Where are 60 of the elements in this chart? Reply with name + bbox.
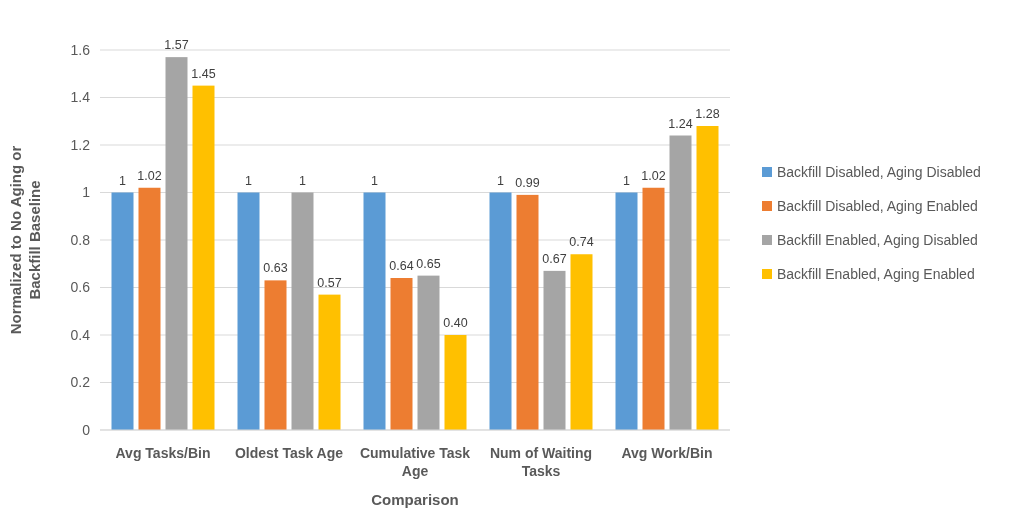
bar xyxy=(138,187,161,430)
bar xyxy=(318,294,341,430)
legend-label: Backfill Enabled, Aging Enabled xyxy=(777,265,975,282)
y-axis-title: Normalized to No Aging or Backfill Baseline xyxy=(6,145,43,335)
data-label: 0.67 xyxy=(542,251,567,266)
x-tick-label: Avg Tasks/Bin xyxy=(115,445,211,461)
bar xyxy=(543,270,566,430)
data-label: 1.28 xyxy=(695,107,720,121)
data-label: 1.02 xyxy=(137,168,162,183)
y-tick-label: 1 xyxy=(82,184,91,201)
y-tick-label: 0.8 xyxy=(70,231,91,248)
data-label: 0.57 xyxy=(317,275,342,290)
data-label: 1.57 xyxy=(164,38,189,53)
bar xyxy=(264,280,287,430)
data-label: 1 xyxy=(245,173,253,188)
data-label: 1 xyxy=(371,173,379,188)
data-label: 0.65 xyxy=(416,256,441,271)
y-tick-label: 0 xyxy=(82,421,91,438)
bar xyxy=(111,192,134,430)
data-label: 0.74 xyxy=(569,235,594,250)
data-label: 1 xyxy=(119,173,127,188)
bar xyxy=(696,126,719,430)
data-label: 1 xyxy=(299,173,307,188)
data-label: 1 xyxy=(623,173,631,188)
legend-label: Backfill Disabled, Aging Enabled xyxy=(777,197,978,214)
data-label: 0.63 xyxy=(263,261,288,276)
x-axis-title: Comparison xyxy=(371,491,459,508)
data-label: 0.64 xyxy=(389,259,414,273)
data-label: 0.99 xyxy=(515,175,540,190)
bar xyxy=(516,194,539,430)
bar xyxy=(570,254,593,430)
bar xyxy=(363,192,386,430)
data-label: 1.45 xyxy=(191,66,216,81)
y-tick-label: 0.6 xyxy=(70,279,91,296)
bar xyxy=(642,187,665,430)
y-tick-label: 1.4 xyxy=(70,89,91,106)
y-tick-label: 1.2 xyxy=(70,136,91,153)
legend-label: Backfill Disabled, Aging Disabled xyxy=(777,163,981,180)
data-label: 1.24 xyxy=(668,116,693,131)
bar xyxy=(489,192,512,430)
y-tick-label: 1.6 xyxy=(70,41,91,58)
bar xyxy=(237,192,260,430)
bar xyxy=(390,278,413,430)
legend-label: Backfill Enabled, Aging Disabled xyxy=(777,231,978,248)
x-tick-label: Num of Waiting Tasks xyxy=(489,445,593,479)
bar xyxy=(615,192,638,430)
data-label: 1 xyxy=(497,173,505,188)
data-label: 0.40 xyxy=(443,316,468,330)
bar xyxy=(669,135,692,430)
bar xyxy=(291,192,314,430)
x-tick-label: Avg Work/Bin xyxy=(621,445,713,461)
data-label: 1.02 xyxy=(641,168,666,183)
bar xyxy=(444,335,467,430)
y-tick-label: 0.4 xyxy=(70,326,91,343)
y-tick-label: 0.2 xyxy=(70,374,91,391)
bar xyxy=(192,85,215,430)
x-tick-label: Cumulative Task Age xyxy=(359,445,471,479)
bar xyxy=(165,57,188,430)
x-tick-label: Oldest Task Age xyxy=(234,445,344,461)
bar xyxy=(417,275,440,430)
